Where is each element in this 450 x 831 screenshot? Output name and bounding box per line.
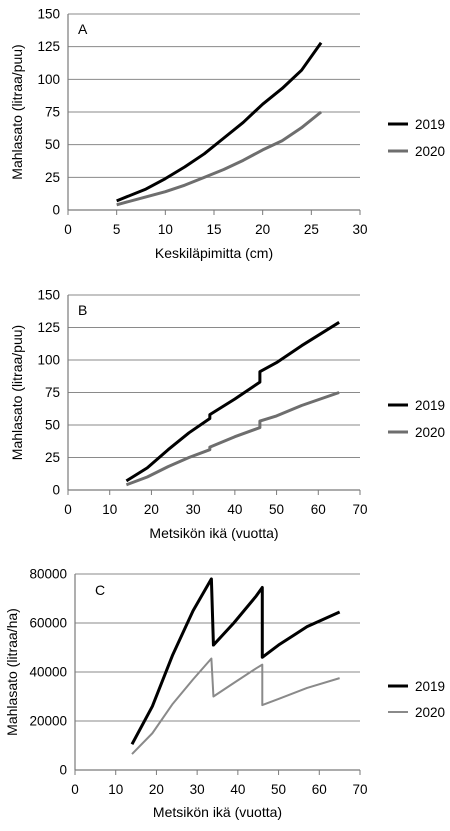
- chart-panel-a: 0 25 50 75 100 125 150 0 5 10 15 20 25 30 A Keskiläpimi…: [9, 7, 445, 262]
- x-tick-label: 0: [64, 502, 72, 517]
- x-tick-label: 5: [113, 222, 121, 237]
- legend-label: 2019: [415, 117, 445, 132]
- legend-label: 2020: [415, 425, 445, 440]
- x-tick-label: 10: [102, 502, 117, 517]
- y-tick-label: 100: [37, 353, 60, 368]
- series-line-2019: [125, 321, 340, 483]
- x-tick-label: 20: [255, 222, 270, 237]
- y-tick-label: 150: [37, 288, 60, 303]
- panel-label: B: [78, 302, 87, 318]
- x-tick-label: 20: [149, 782, 164, 797]
- y-tick-label: 0: [52, 483, 60, 498]
- series-line-2019: [130, 577, 341, 745]
- x-tick-label: 30: [190, 782, 205, 797]
- x-tick-label: 40: [230, 782, 245, 797]
- x-tick-label: 60: [312, 782, 327, 797]
- x-tick-label: 40: [227, 502, 242, 517]
- y-tick-label: 100: [37, 72, 60, 87]
- y-tick-label: 0: [59, 763, 67, 778]
- x-axis-title: Metsikön ikä (vuotta): [149, 525, 278, 541]
- y-axis-title: Mahlasato (litraa/puu): [9, 325, 25, 460]
- x-tick-label: 0: [64, 222, 72, 237]
- x-tick-label: 60: [311, 502, 326, 517]
- y-tick-label: 75: [45, 105, 60, 120]
- legend-label: 2019: [415, 398, 445, 413]
- x-tick-label: 25: [304, 222, 319, 237]
- y-tick-label: 125: [37, 39, 60, 54]
- x-tick-label: 30: [186, 502, 201, 517]
- x-tick-label: 70: [352, 782, 367, 797]
- y-tick-label: 25: [45, 450, 60, 465]
- x-tick-label: 70: [352, 502, 367, 517]
- chart-panel-b: 0 25 50 75 100 125 150 0 10 20 30 40 50 60 70 B Metsikön…: [9, 288, 445, 542]
- x-axis-title: Keskiläpimitta (cm): [155, 245, 273, 261]
- x-tick-label: 50: [269, 502, 284, 517]
- x-tick-label: 30: [352, 222, 367, 237]
- y-axis-title: Mahlasato (litraa/ha): [4, 608, 20, 736]
- chart-panel-c: 0 20000 40000 60000 80000 0 10 20 30 40 50 60 70 C Met…: [4, 567, 445, 821]
- y-tick-label: 40000: [29, 665, 67, 680]
- series-line-2020: [131, 657, 340, 755]
- series-line-2020: [116, 110, 323, 207]
- series-line-2020: [125, 391, 340, 487]
- y-tick-label: 60000: [29, 616, 67, 631]
- y-tick-label: 125: [37, 320, 60, 335]
- x-tick-label: 15: [206, 222, 221, 237]
- y-tick-label: 50: [45, 418, 60, 433]
- panel-label: A: [78, 21, 88, 37]
- legend-label: 2020: [415, 144, 445, 159]
- y-tick-label: 0: [52, 203, 60, 218]
- legend-label: 2020: [415, 705, 445, 720]
- x-tick-label: 20: [144, 502, 159, 517]
- y-axis-title: Mahlasato (litraa/puu): [9, 44, 25, 179]
- x-tick-label: 50: [271, 782, 286, 797]
- y-tick-label: 20000: [29, 714, 67, 729]
- x-axis-title: Metsikön ikä (vuotta): [153, 804, 282, 820]
- y-tick-label: 75: [45, 385, 60, 400]
- series-line-2019: [116, 41, 323, 203]
- x-tick-label: 0: [71, 782, 79, 797]
- y-tick-label: 25: [45, 170, 60, 185]
- legend-label: 2019: [415, 679, 445, 694]
- y-tick-label: 50: [45, 137, 60, 152]
- y-tick-label: 80000: [29, 567, 67, 582]
- x-tick-label: 10: [158, 222, 173, 237]
- x-tick-label: 10: [108, 782, 123, 797]
- panel-label: C: [95, 582, 105, 598]
- y-tick-label: 150: [37, 7, 60, 22]
